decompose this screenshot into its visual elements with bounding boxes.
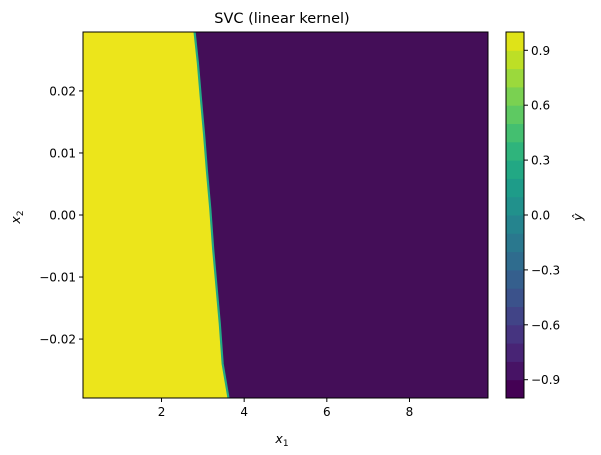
colorbar-level xyxy=(506,68,524,88)
y-tick-label: −0.02 xyxy=(39,333,76,347)
colorbar-tick-label: −0.6 xyxy=(531,318,560,332)
colorbar: −0.9 −0.6 −0.3 0.0 0.3 0.6 0.9 xyxy=(505,31,560,399)
decision-boundary xyxy=(193,31,230,399)
colorbar-level xyxy=(506,123,524,143)
colorbar-tick-label: −0.3 xyxy=(531,263,560,277)
x-tick-label: 2 xyxy=(158,405,166,419)
colorbar-tick-label: 0.0 xyxy=(531,209,550,223)
colorbar-level xyxy=(506,324,524,344)
x-tick-label: 8 xyxy=(406,405,414,419)
colorbar-level xyxy=(506,361,524,381)
region-positive-class xyxy=(83,32,229,398)
colorbar-level xyxy=(506,288,524,307)
colorbar-level xyxy=(506,343,524,362)
plot-area xyxy=(82,31,489,399)
colorbar-tick-label: −0.9 xyxy=(531,373,560,387)
colorbar-level xyxy=(506,105,524,124)
colorbar-tick-label: 0.6 xyxy=(531,99,550,113)
colorbar-level xyxy=(506,251,524,271)
colorbar-level xyxy=(506,160,524,179)
colorbar-level xyxy=(506,141,524,161)
colorbar-level xyxy=(506,379,524,399)
y-axis: −0.02 −0.01 0.00 0.01 0.02 xyxy=(39,84,83,347)
y-tick-label: 0.01 xyxy=(49,146,76,160)
colorbar-level xyxy=(506,215,524,234)
x-tick-label: 4 xyxy=(240,405,248,419)
colorbar-tick-label: 0.3 xyxy=(531,154,550,168)
chart-title: SVC (linear kernel) xyxy=(214,11,349,27)
y-axis-label: x2 xyxy=(8,210,26,224)
colorbar-level xyxy=(506,32,524,51)
colorbar-level xyxy=(506,50,524,70)
colorbar-level xyxy=(506,306,524,326)
colorbar-level xyxy=(506,269,524,289)
colorbar-level xyxy=(506,233,524,253)
colorbar-level xyxy=(506,86,524,106)
colorbar-level xyxy=(506,178,524,198)
y-tick-label: 0.00 xyxy=(49,209,76,223)
colorbar-label: ŷ xyxy=(570,213,585,222)
x-tick-label: 6 xyxy=(323,405,331,419)
y-tick-label: 0.02 xyxy=(49,84,76,98)
colorbar-level xyxy=(506,196,524,216)
colorbar-tick-label: 0.9 xyxy=(531,44,550,58)
x-axis-label: x1 xyxy=(274,431,288,449)
x-axis: 2 4 6 8 xyxy=(158,398,414,419)
y-tick-label: −0.01 xyxy=(39,271,76,285)
